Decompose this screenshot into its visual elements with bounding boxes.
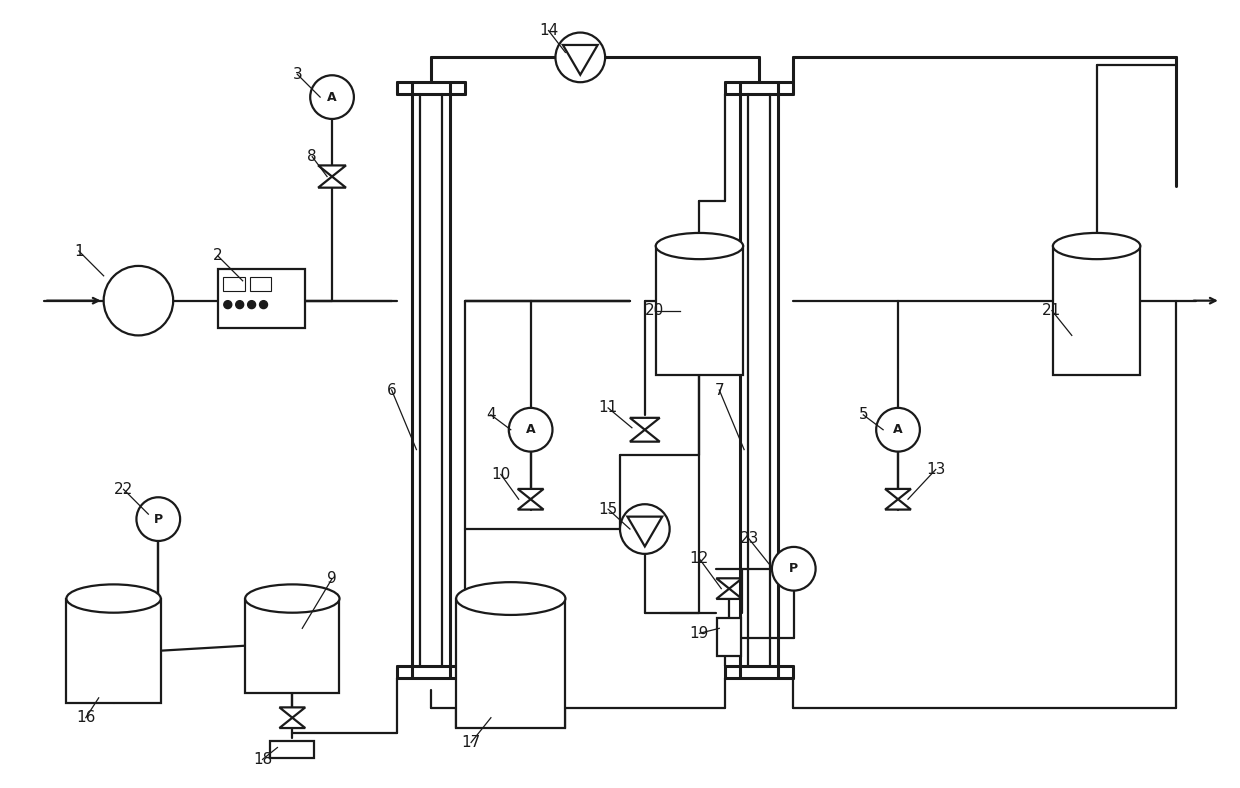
Text: A: A <box>327 91 337 103</box>
Bar <box>1053 246 1141 375</box>
Text: A: A <box>526 423 536 437</box>
Polygon shape <box>279 718 305 728</box>
Polygon shape <box>885 489 911 500</box>
Text: 14: 14 <box>539 23 558 38</box>
Bar <box>270 741 314 758</box>
Circle shape <box>508 408 553 452</box>
Circle shape <box>248 301 255 309</box>
Circle shape <box>104 266 174 336</box>
Polygon shape <box>627 517 662 546</box>
Bar <box>218 269 305 329</box>
Text: 7: 7 <box>714 382 724 397</box>
Circle shape <box>259 301 268 309</box>
Text: 17: 17 <box>461 735 481 750</box>
Text: 11: 11 <box>599 400 618 415</box>
Text: 21: 21 <box>1043 303 1061 318</box>
Text: 22: 22 <box>114 481 133 496</box>
Text: 12: 12 <box>689 552 709 567</box>
Circle shape <box>773 547 816 590</box>
Text: 8: 8 <box>308 149 317 164</box>
Text: 18: 18 <box>253 752 272 767</box>
Circle shape <box>556 32 605 82</box>
Polygon shape <box>630 429 660 441</box>
Text: A: A <box>893 423 903 437</box>
Bar <box>456 599 565 727</box>
Polygon shape <box>717 589 742 599</box>
Text: 1: 1 <box>74 243 83 258</box>
Text: 13: 13 <box>926 462 945 477</box>
Text: P: P <box>154 513 162 526</box>
Text: 16: 16 <box>76 710 95 725</box>
Ellipse shape <box>67 585 161 613</box>
Circle shape <box>223 301 232 309</box>
Text: 5: 5 <box>858 407 868 422</box>
Ellipse shape <box>1053 233 1141 259</box>
Text: 19: 19 <box>689 626 709 641</box>
Polygon shape <box>885 500 911 510</box>
Polygon shape <box>518 500 543 510</box>
Bar <box>249 277 272 291</box>
Polygon shape <box>279 708 305 718</box>
Bar <box>656 246 743 375</box>
Text: 6: 6 <box>387 382 397 397</box>
Text: 15: 15 <box>599 502 618 517</box>
Ellipse shape <box>456 582 565 615</box>
Polygon shape <box>563 45 598 75</box>
Circle shape <box>620 504 670 554</box>
Polygon shape <box>319 177 346 188</box>
Text: 4: 4 <box>486 407 496 422</box>
Circle shape <box>136 497 180 541</box>
Text: 3: 3 <box>293 67 303 82</box>
Text: 23: 23 <box>739 531 759 546</box>
Text: 10: 10 <box>491 467 511 482</box>
Bar <box>223 277 244 291</box>
Polygon shape <box>518 489 543 500</box>
Text: 20: 20 <box>645 303 665 318</box>
Polygon shape <box>630 418 660 429</box>
Text: 9: 9 <box>327 571 337 586</box>
Ellipse shape <box>656 233 743 259</box>
Bar <box>717 619 742 656</box>
Polygon shape <box>319 165 346 177</box>
Ellipse shape <box>246 585 340 613</box>
Polygon shape <box>717 578 742 589</box>
Circle shape <box>236 301 244 309</box>
Bar <box>246 599 340 693</box>
Circle shape <box>310 76 353 119</box>
Circle shape <box>877 408 920 452</box>
Text: 2: 2 <box>213 248 223 263</box>
Text: P: P <box>789 563 799 575</box>
Bar <box>67 599 161 703</box>
